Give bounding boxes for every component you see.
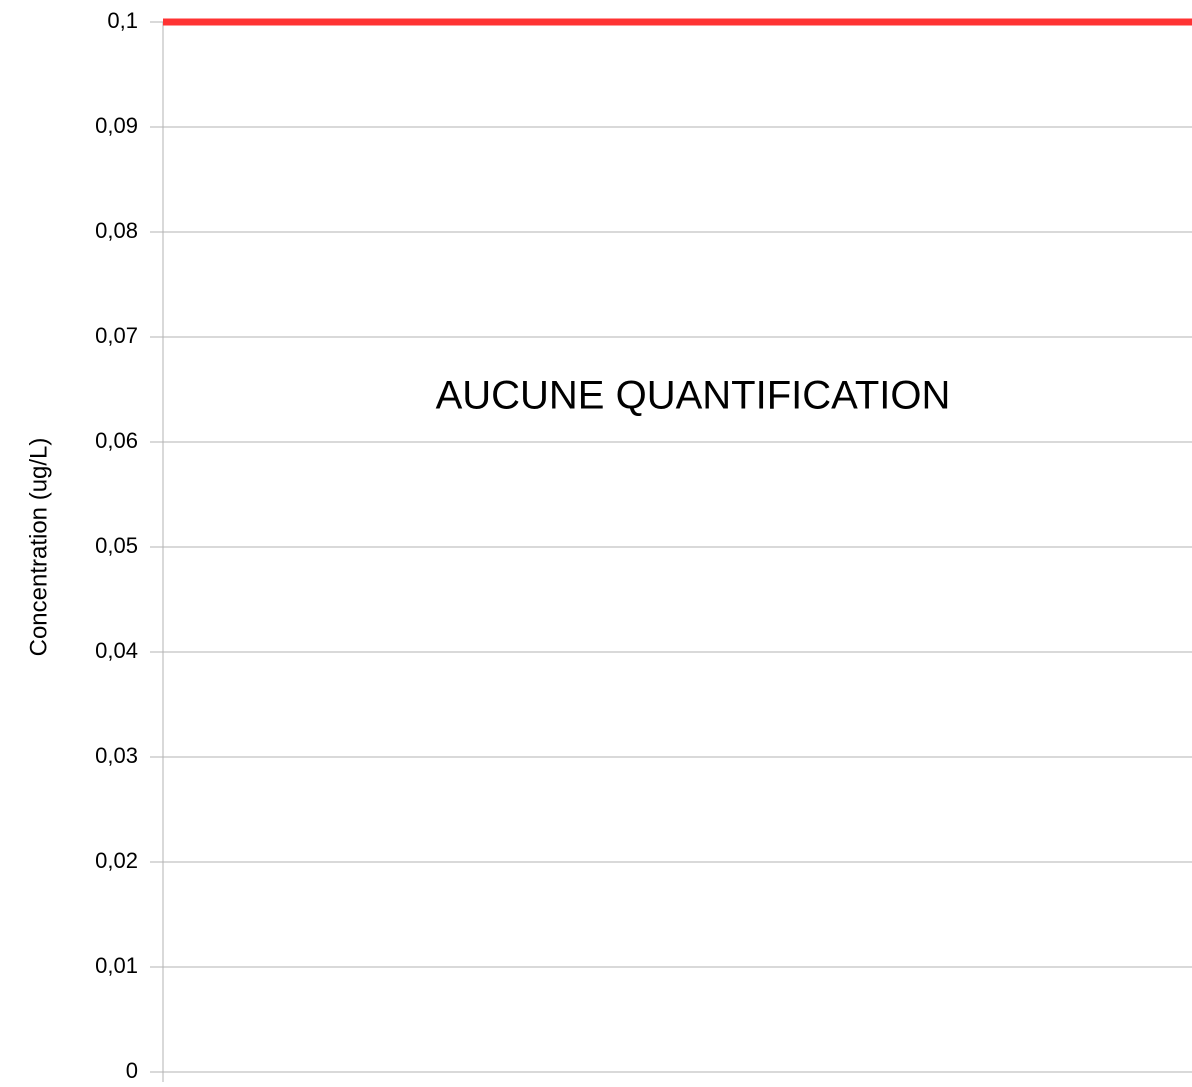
y-tick-label: 0,03 xyxy=(95,743,138,768)
y-tick-label: 0 xyxy=(126,1058,138,1083)
y-tick-label: 0,07 xyxy=(95,323,138,348)
y-tick-label: 0,05 xyxy=(95,533,138,558)
y-tick-label: 0,01 xyxy=(95,953,138,978)
annotation: AUCUNE QUANTIFICATION xyxy=(436,374,951,418)
y-tick-label: 0,09 xyxy=(95,113,138,138)
y-tick-label: 0,08 xyxy=(95,218,138,243)
y-tick-label: 0,06 xyxy=(95,428,138,453)
y-axis-label: Concentration (ug/L) xyxy=(25,438,52,657)
y-tick-label: 0,1 xyxy=(107,8,138,33)
y-tick-label: 0,02 xyxy=(95,848,138,873)
y-tick-label: 0,04 xyxy=(95,638,138,663)
